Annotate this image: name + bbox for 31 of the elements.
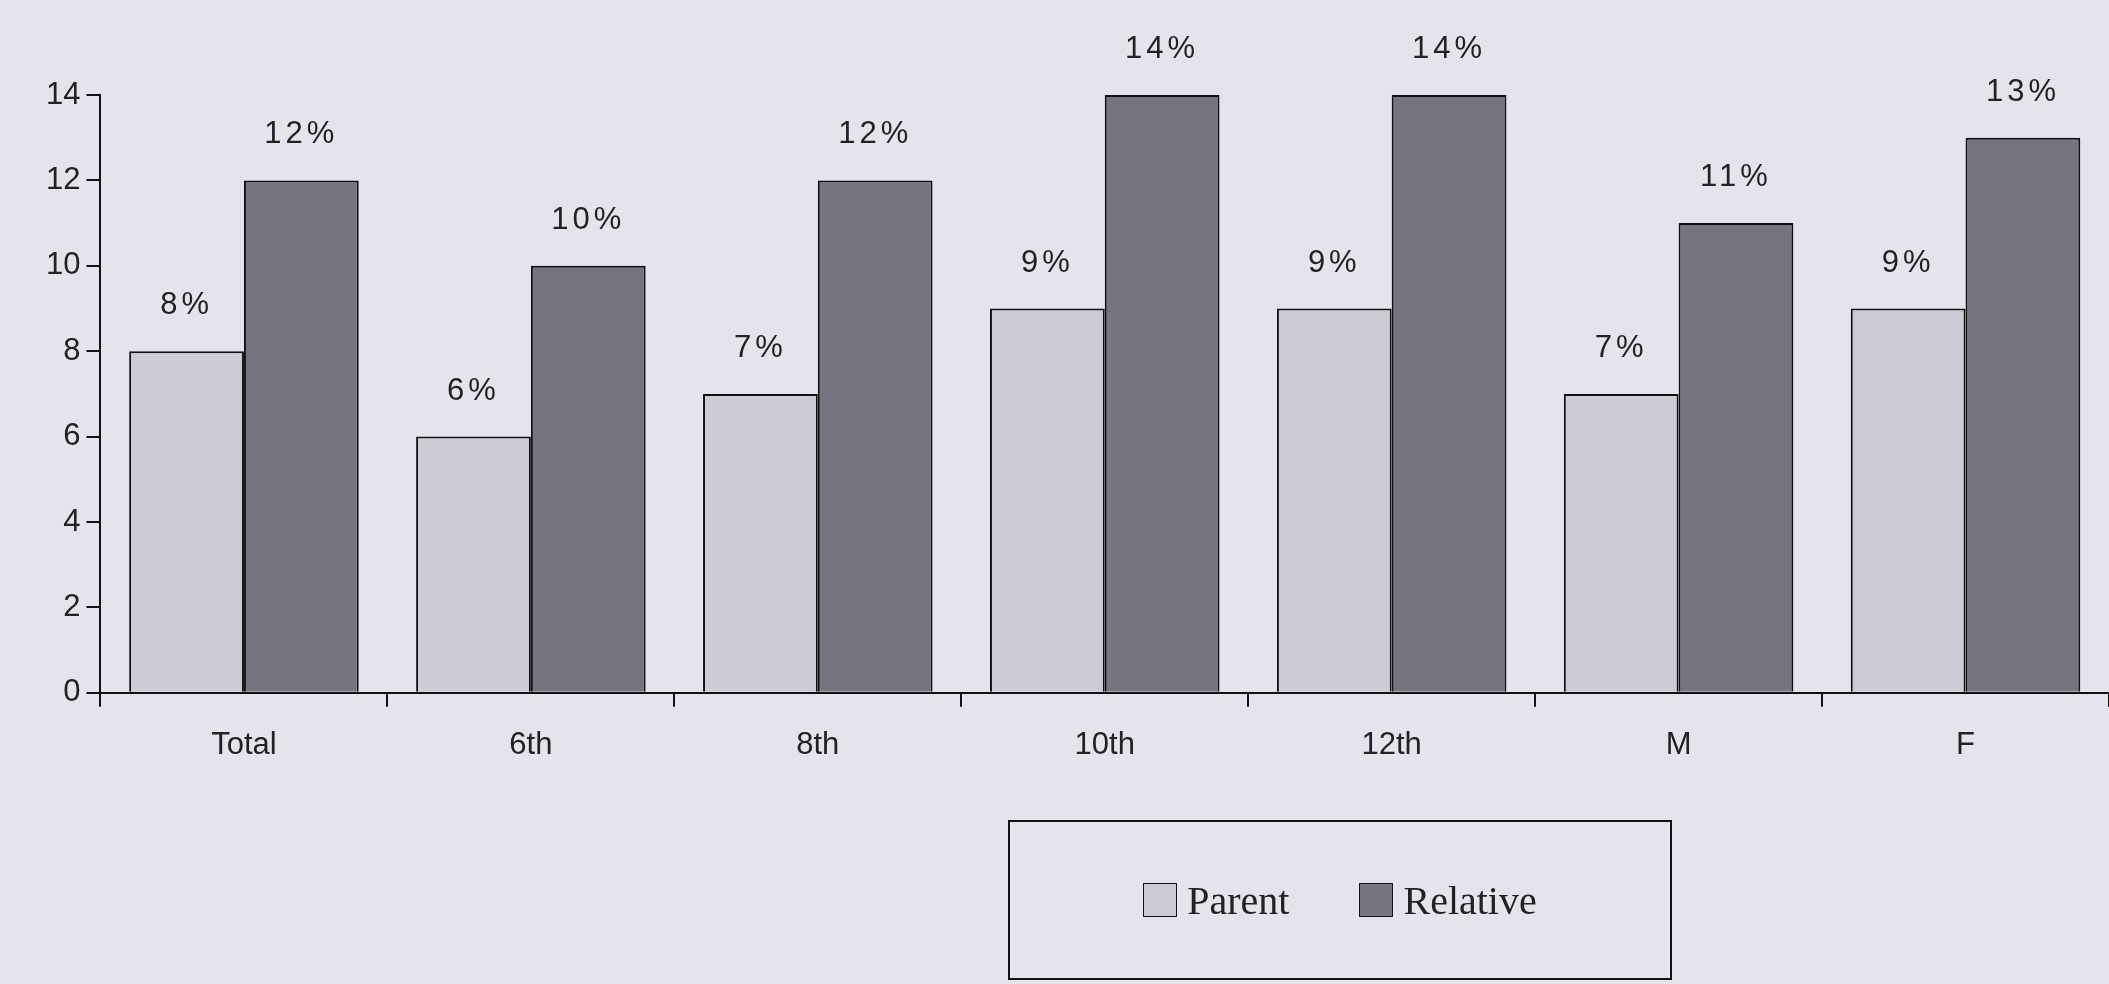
y-tick-label: 6 xyxy=(63,417,81,453)
y-tick-label: 4 xyxy=(63,502,81,538)
data-label: 10% xyxy=(551,200,626,236)
data-label: 12% xyxy=(264,115,339,151)
data-label: 14% xyxy=(1125,30,1200,66)
x-tick-label: F xyxy=(1956,725,1975,761)
legend-label: Parent xyxy=(1187,876,1290,924)
data-label: 8% xyxy=(160,286,213,322)
data-label: 9% xyxy=(1307,243,1361,279)
data-label: 14% xyxy=(1412,30,1487,66)
legend-label: Relative xyxy=(1403,876,1537,924)
y-tick-label: 2 xyxy=(63,587,81,623)
y-tick-label: 10 xyxy=(46,246,81,282)
data-label: 13% xyxy=(1985,72,2060,108)
x-tick-label: 10th xyxy=(1074,725,1135,761)
x-tick-label: M xyxy=(1665,725,1692,761)
y-tick-label: 12 xyxy=(46,160,81,196)
y-tick-label: 0 xyxy=(63,673,81,709)
data-label: 9% xyxy=(1881,243,1935,279)
y-tick-label: 8 xyxy=(63,331,81,367)
data-label: 7% xyxy=(734,328,787,364)
x-tick-label: 8th xyxy=(796,725,840,761)
x-tick-label: Total xyxy=(211,725,277,761)
data-label: 11% xyxy=(1700,158,1772,194)
x-tick-label: 12th xyxy=(1361,725,1422,761)
x-tick-label: 6th xyxy=(509,725,553,761)
data-label: 7% xyxy=(1594,328,1648,364)
y-tick-label: 14 xyxy=(46,75,81,111)
data-label: 12% xyxy=(838,115,913,151)
data-label: 9% xyxy=(1020,243,1074,279)
data-label: 6% xyxy=(447,371,500,407)
